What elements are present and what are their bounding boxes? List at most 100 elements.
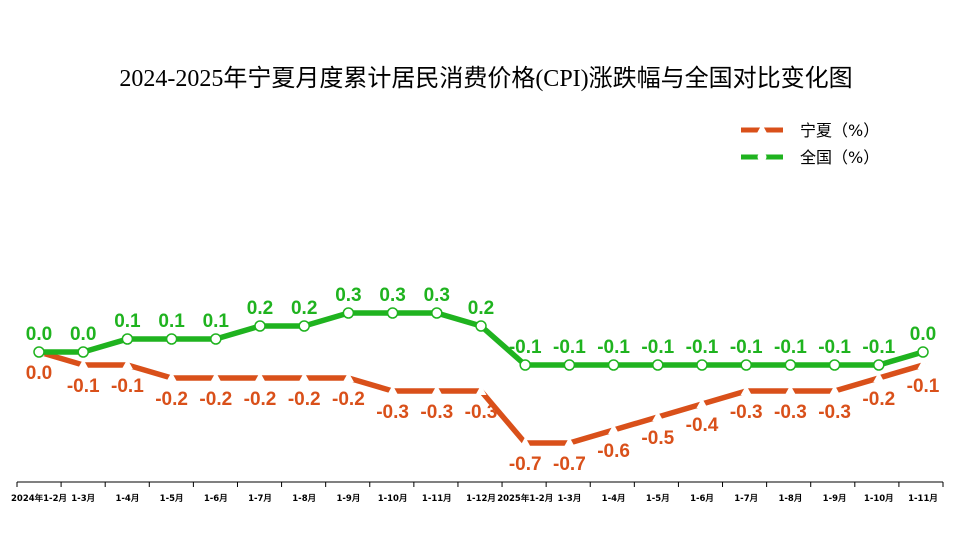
x-tick-label: 1-12月: [466, 494, 496, 504]
point-marker: [563, 359, 576, 371]
point-marker: [386, 307, 399, 319]
data-label: -0.2: [244, 389, 277, 410]
point-marker: [696, 359, 708, 371]
x-tick-label: 2025年1-2月: [497, 493, 553, 504]
point-marker: [784, 385, 796, 395]
x-tick-label: 1-6月: [690, 494, 714, 504]
data-label: -0.1: [641, 337, 674, 358]
data-label: -0.1: [553, 337, 586, 358]
data-label: -0.1: [597, 337, 630, 358]
data-label: -0.1: [907, 376, 940, 397]
data-label: -0.3: [420, 402, 453, 423]
point-marker: [210, 372, 222, 382]
x-tick-label: 1-4月: [115, 494, 139, 504]
x-tick-label: 1-7月: [248, 494, 272, 504]
legend-item-national: 全国（%）: [741, 148, 879, 167]
point-marker: [696, 398, 708, 408]
data-label: 0.2: [291, 298, 317, 319]
x-tick-label: 1-10月: [864, 494, 894, 504]
point-marker: [254, 372, 266, 382]
point-marker: [77, 359, 89, 369]
legend: 宁夏（%） 全国（%）: [741, 121, 879, 167]
data-label: -0.3: [774, 402, 807, 423]
x-tick-label: 1-7月: [734, 494, 758, 504]
point-marker: [342, 307, 355, 319]
data-label: -0.1: [111, 376, 144, 397]
data-label: -0.3: [376, 402, 409, 423]
legend-label-national: 全国（%）: [800, 148, 879, 167]
legend-item-ningxia: 宁夏（%）: [741, 121, 879, 140]
data-label: -0.6: [597, 441, 630, 462]
data-label: -0.1: [686, 337, 719, 358]
data-label: -0.1: [67, 376, 100, 397]
data-label: 0.2: [247, 298, 273, 319]
chart-title: 2024-2025年宁夏月度累计居民消费价格(CPI)涨跌幅与全国对比变化图: [119, 65, 852, 92]
point-marker: [121, 333, 134, 345]
x-tick-label: 1-3月: [71, 494, 95, 504]
point-marker: [829, 385, 841, 395]
x-tick-label: 1-8月: [292, 494, 316, 504]
x-tick-label: 1-11月: [908, 494, 938, 504]
data-label: 0.1: [203, 311, 230, 332]
point-marker: [387, 385, 399, 395]
data-label: 0.1: [114, 311, 141, 332]
legend-label-ningxia: 宁夏（%）: [800, 121, 879, 140]
data-label: -0.7: [509, 454, 542, 475]
x-tick-label: 1-11月: [422, 494, 452, 504]
point-marker: [607, 359, 620, 371]
legend-marker-ningxia: [757, 124, 767, 133]
point-marker: [210, 333, 222, 345]
data-label: -0.3: [730, 402, 763, 423]
data-label: -0.7: [553, 454, 586, 475]
point-marker: [873, 359, 885, 371]
point-marker: [917, 346, 929, 358]
data-label: -0.1: [818, 337, 851, 358]
point-marker: [519, 437, 531, 447]
data-label: 0.3: [424, 285, 450, 306]
point-marker: [519, 359, 531, 371]
series-markers: [33, 307, 929, 447]
point-marker: [740, 359, 752, 371]
point-marker: [166, 372, 178, 382]
point-marker: [475, 385, 487, 395]
point-marker: [431, 307, 443, 319]
data-label: 0.0: [26, 324, 52, 345]
x-tick-label: 1-5月: [646, 494, 670, 504]
data-label: 0.0: [26, 363, 52, 384]
point-marker: [77, 346, 89, 358]
point-marker: [608, 424, 620, 434]
data-label: -0.3: [465, 402, 498, 423]
point-marker: [652, 411, 664, 421]
x-tick-label: 1-5月: [160, 494, 184, 504]
x-tick-label: 1-9月: [336, 494, 360, 504]
data-label: 0.3: [335, 285, 361, 306]
x-tick-label: 1-8月: [778, 494, 802, 504]
data-label: -0.1: [862, 337, 895, 358]
data-label: -0.2: [288, 389, 321, 410]
x-tick-label: 1-3月: [557, 494, 581, 504]
point-marker: [298, 372, 310, 382]
point-marker: [254, 320, 266, 332]
point-marker: [828, 359, 841, 371]
point-marker: [563, 437, 575, 447]
point-marker: [431, 385, 443, 395]
point-marker: [121, 359, 133, 369]
point-marker: [652, 359, 664, 371]
data-label: -0.2: [862, 389, 895, 410]
data-label: -0.2: [199, 389, 232, 410]
data-label: 0.0: [70, 324, 96, 345]
point-marker: [784, 359, 797, 371]
point-marker: [298, 320, 310, 332]
data-label: -0.5: [641, 428, 674, 449]
data-label: 0.0: [910, 324, 936, 345]
point-marker: [873, 372, 885, 382]
point-marker: [33, 346, 45, 358]
point-marker: [917, 359, 929, 369]
x-tick-label: 1-10月: [378, 494, 408, 504]
x-tick-label: 1-9月: [823, 494, 847, 504]
point-marker: [740, 385, 752, 395]
x-axis: 2024年1-2月 1-3月 1-4月 1-5月 1-6月 1-7月 1-8月 1-9月 1-1…: [11, 481, 944, 504]
legend-marker-national: [757, 152, 767, 162]
data-labels: 0.0-0.1 -0.1-0.2 -0.2 -0.2 -0.2 -0.2-0.3 -0.3-…: [26, 285, 940, 475]
